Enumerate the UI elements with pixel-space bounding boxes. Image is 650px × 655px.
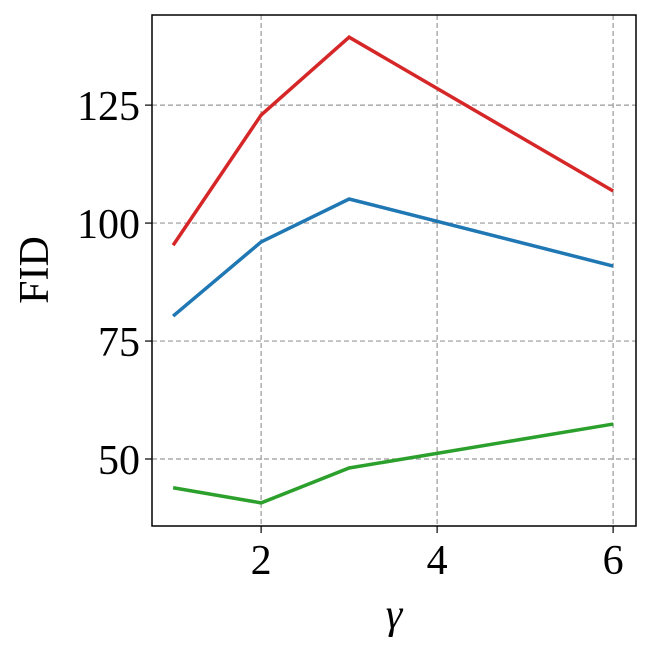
y-tick-label: 75 [98, 320, 140, 366]
y-tick-label: 100 [77, 202, 140, 248]
x-tick-label: 6 [603, 538, 624, 584]
plot-frame [151, 14, 637, 527]
line [171, 35, 615, 247]
y-tick-label: 50 [98, 438, 140, 484]
y-tick-label: 125 [77, 84, 140, 130]
x-axis-label: γ [386, 592, 404, 638]
line [172, 422, 614, 505]
line [171, 197, 614, 318]
x-tick-label: 2 [251, 538, 272, 584]
y-axis-label: FID [12, 236, 58, 304]
x-tick-label: 4 [427, 538, 448, 584]
